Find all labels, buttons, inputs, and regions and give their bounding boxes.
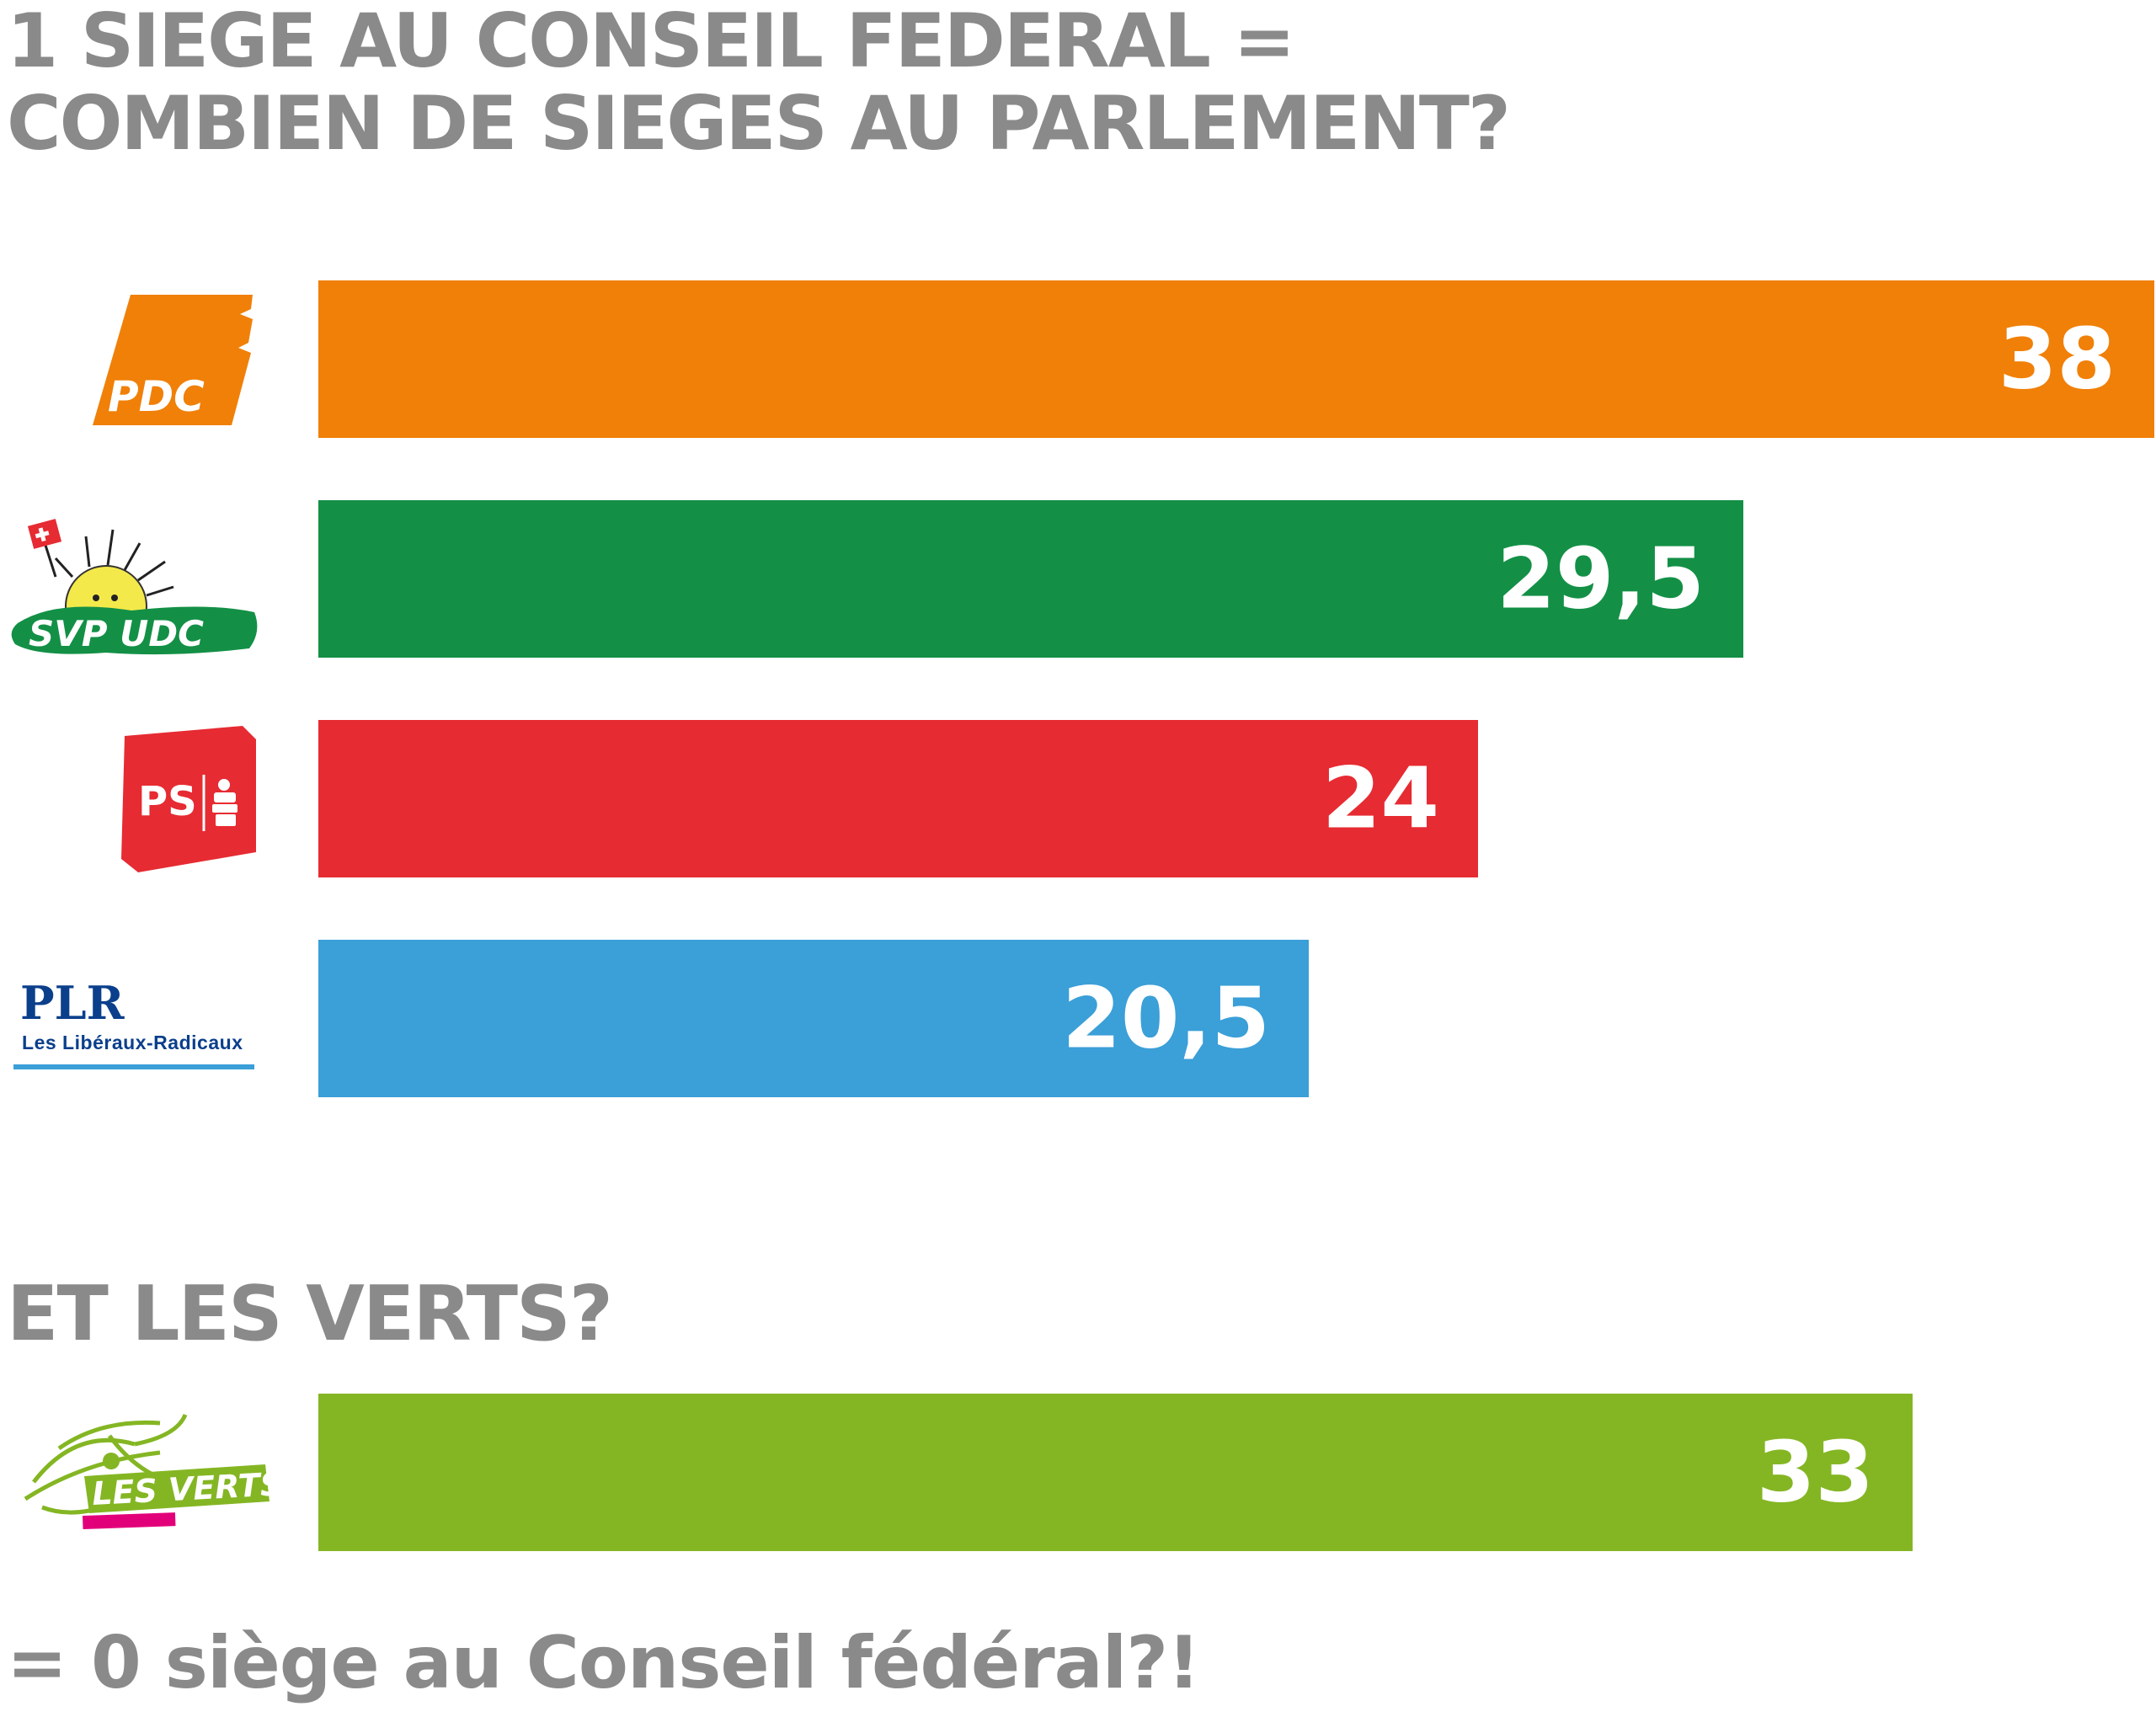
les-verts-banner (84, 1464, 270, 1513)
pdc-logo-shape (93, 295, 253, 425)
bar-value-label: 33 (1757, 1423, 1874, 1522)
footer-note: = 0 siège au Conseil fédéral?! (7, 1621, 1200, 1705)
bar-pdc (318, 280, 2154, 438)
bar-plr (318, 940, 1309, 1097)
svp-logo-banner (11, 606, 258, 655)
title-line-1: 1 SIEGE AU CONSEIL FEDERAL = (7, 0, 1295, 84)
bar-svp-udc (318, 500, 1743, 658)
les-verts-logo-text: LES VERTS (91, 1465, 270, 1512)
pdc-logo-text: PDC (108, 372, 205, 421)
chart-title: 1 SIEGE AU CONSEIL FEDERAL = COMBIEN DE … (7, 0, 1511, 167)
svp-logo-text: SVP UDC (29, 613, 204, 654)
plr-logo-text: PLR (20, 977, 125, 1030)
bar-ps (318, 720, 1478, 877)
les-verts-pink-bar (83, 1512, 176, 1529)
swiss-flag-icon (27, 519, 62, 578)
ps-logo-text: PS (138, 778, 197, 825)
plr-logo-underline (13, 1064, 254, 1069)
bar-les-verts (318, 1394, 1913, 1551)
subtitle-verts: ET LES VERTS? (7, 1270, 613, 1358)
svp-udc-logo: SVP UDC (11, 519, 258, 655)
bar-value-label: 20,5 (1062, 969, 1270, 1068)
bar-value-label: 38 (1999, 310, 2116, 408)
bar-value-label: 24 (1322, 749, 1439, 848)
bar-value-label: 29,5 (1497, 530, 1705, 628)
ps-logo: PS (121, 726, 256, 872)
plr-logo: PLR Les Libéraux-Radicaux (13, 977, 254, 1069)
plr-logo-subtext: Les Libéraux-Radicaux (22, 1032, 243, 1053)
ps-figure-icon (212, 779, 237, 826)
pdc-logo: PDC (93, 295, 253, 425)
les-verts-logo: LES VERTS (24, 1413, 270, 1529)
ps-logo-shape (121, 726, 256, 872)
sun-rays-icon (54, 529, 174, 597)
title-line-2: COMBIEN DE SIEGES AU PARLEMENT? (7, 80, 1511, 167)
